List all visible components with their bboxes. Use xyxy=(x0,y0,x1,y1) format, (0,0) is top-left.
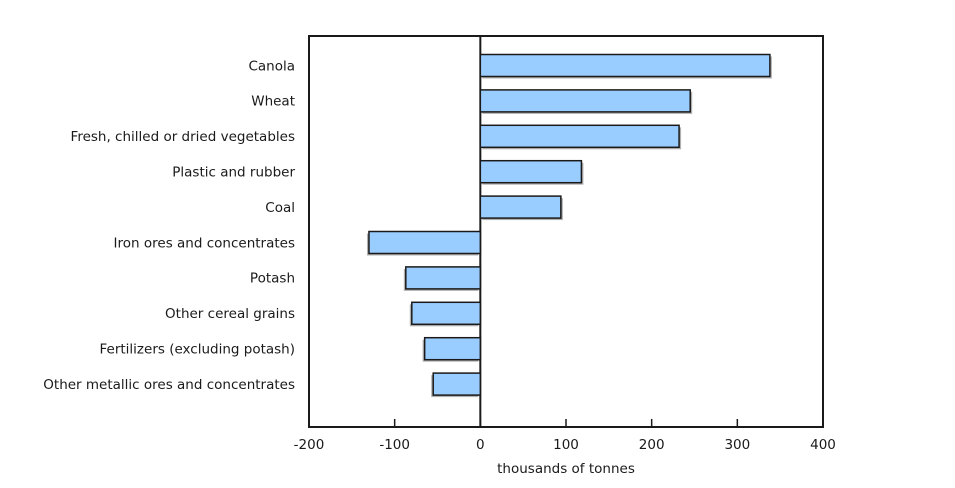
category-label-canola: Canola xyxy=(248,58,295,74)
bar-other-metallic-ores-and-concentrates xyxy=(432,372,482,396)
bar-plastic-and-rubber xyxy=(479,159,583,184)
x-tick-label: 300 xyxy=(724,437,750,453)
x-tick-label: -200 xyxy=(294,437,325,453)
x-axis-title: thousands of tonnes xyxy=(497,461,635,477)
bar-fresh-chilled-or-dried-vegetables xyxy=(479,124,680,149)
x-tick-label: 0 xyxy=(476,437,485,453)
category-label-iron-ores-and-concentrates: Iron ores and concentrates xyxy=(114,235,295,251)
x-tick-label: 200 xyxy=(639,437,665,453)
bar-wheat xyxy=(479,89,691,113)
bar-canola xyxy=(479,53,771,78)
category-label-wheat: Wheat xyxy=(251,94,295,110)
bar-iron-ores-and-concentrates xyxy=(368,230,482,255)
category-label-other-metallic-ores-and-concentrates: Other metallic ores and concentrates xyxy=(43,377,295,393)
x-tick-label: -100 xyxy=(379,437,410,453)
bar-coal xyxy=(479,195,562,219)
category-label-other-cereal-grains: Other cereal grains xyxy=(165,306,295,322)
category-label-coal: Coal xyxy=(265,200,295,216)
bar-other-cereal-grains xyxy=(411,301,482,326)
bar-fertilizers-excluding-potash xyxy=(423,336,482,361)
x-tick-label: 400 xyxy=(810,437,836,453)
bar-potash xyxy=(405,266,482,290)
x-tick-label: 100 xyxy=(553,437,579,453)
category-label-plastic-and-rubber: Plastic and rubber xyxy=(172,165,295,181)
category-label-fresh-chilled-or-dried-vegetables: Fresh, chilled or dried vegetables xyxy=(71,129,295,145)
category-label-potash: Potash xyxy=(250,271,295,287)
category-label-fertilizers-excluding-potash: Fertilizers (excluding potash) xyxy=(100,342,296,358)
